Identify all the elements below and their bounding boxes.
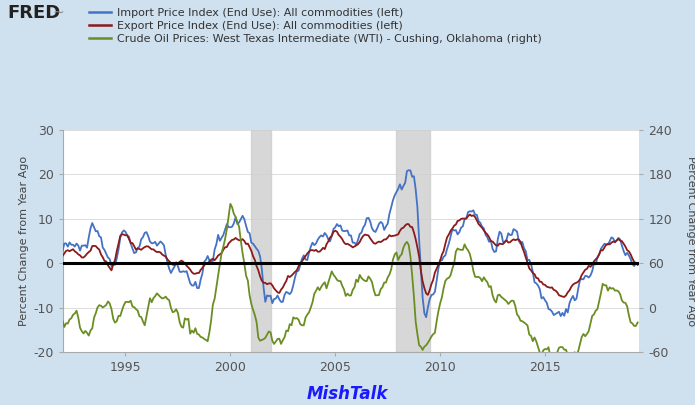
Text: ~: ~ <box>52 6 64 20</box>
Y-axis label: Percent Change from Year Ago: Percent Change from Year Ago <box>19 156 29 326</box>
Legend: Import Price Index (End Use): All commodities (left), Export Price Index (End Us: Import Price Index (End Use): All commod… <box>89 8 541 45</box>
Bar <box>396 130 430 352</box>
Text: FRED: FRED <box>7 4 60 22</box>
Bar <box>252 130 270 352</box>
Y-axis label: Percent Change from Year Ago: Percent Change from Year Ago <box>686 156 695 326</box>
Text: MishTalk: MishTalk <box>306 385 389 403</box>
